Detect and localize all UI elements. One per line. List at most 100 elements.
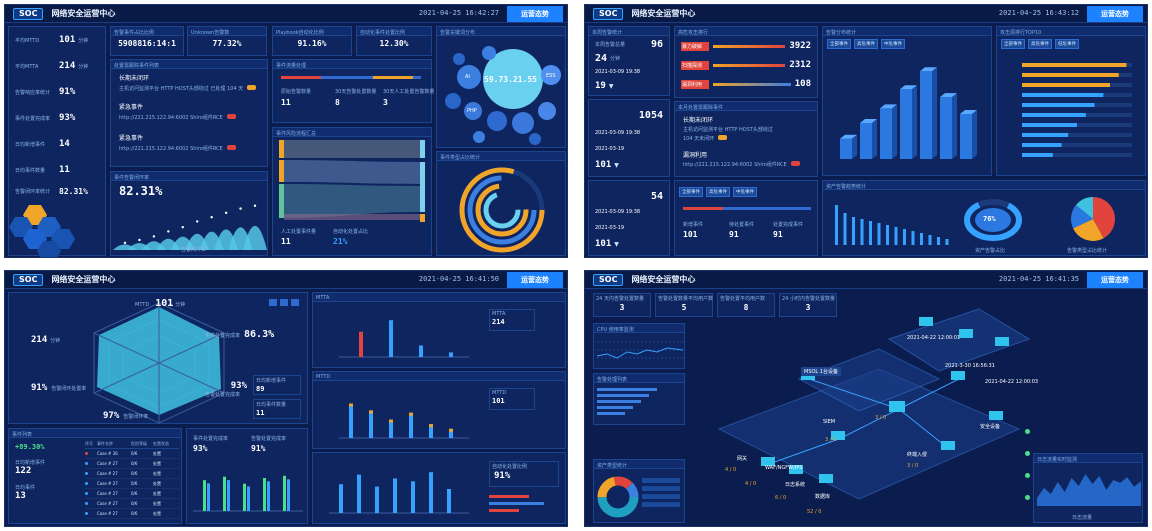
bar3d-side [852,134,857,159]
node-label[interactable]: WAF/NGFW/IPS [765,465,803,471]
ops-status-button[interactable]: 运营态势 [507,6,563,22]
wave-point [123,241,127,245]
top-stats: 24 天内告警处置数量 3 告警处置数量平均用户数 5 告警处置平均用户数 8 24 … [593,293,837,317]
case-id: Case # 27 [97,510,118,516]
automation-bar [357,474,361,513]
bar3d-chart [840,67,977,159]
rank-row[interactable]: 漏洞利用 108 [681,79,811,89]
monthly-alert-panel: 1054 2021-03-09 19:38 2021-03-19 101 ▼ [588,99,670,177]
toggle-button[interactable] [291,299,299,306]
mttd-bar-cap [369,410,373,414]
bar3d-side [972,110,977,159]
automation-bar [339,484,343,513]
metric-daily-count: 日均事件数量 11 [15,165,70,175]
alert-type-pie [1071,197,1115,241]
node-label[interactable]: 数据库 [815,494,831,500]
bar3d-bar [900,89,912,159]
rank-row[interactable]: 暴力破解 3922 [681,41,811,51]
mtta-bar [359,331,363,357]
ops-status-button[interactable]: 运营态势 [1087,272,1143,288]
sankey-chart [279,140,425,222]
status-tag [226,145,236,150]
radar-panel: MTTD 101 分钟 事件处置完成率 86.3% 93% 告警处置完成率 97% 告警闭… [8,292,308,424]
bar3d-side [932,67,937,159]
table-row[interactable]: Case # 27 0/6 处置 [85,469,179,479]
log-traffic-chart [1037,474,1141,506]
soc-logo: SOC [593,7,624,20]
event-item[interactable]: 长期未闭环 主机访问监测平台 HTTP HOST头部绕过 104 天未闭环 [683,117,773,142]
toggle-button[interactable] [269,299,277,306]
table-row[interactable]: Case # 36 0/6 处置 [85,449,179,459]
event-item[interactable]: 紧急事件 http://221.215.122.94:6002 Shiro组件R… [111,96,267,127]
event-item[interactable]: 漏洞利用 http://221.215.122.94:6002 Shiro组件R… [675,146,817,172]
soc-logo: SOC [13,273,44,286]
case-level: 0/6 [131,490,138,496]
completion-bar [263,478,266,511]
node-label[interactable]: 安全设备 [980,424,1001,430]
status-tag [790,161,800,166]
dashboard-panel-operations: SOC 网络安全运营中心 2021-04-25 16:42:27 运营态势 平均… [4,4,568,258]
top-bar: SOC 网络安全运营中心 2021-04-25 16:42:27 运营态势 [5,5,567,23]
node-label[interactable]: SIEM [823,419,836,425]
pipeline-stat: 30天告警处置数量 8 [335,89,377,107]
case-id: Case # 27 [97,490,118,496]
case-status: 处置 [153,480,161,486]
hbar-bar [1022,143,1062,147]
app-title: 网络安全运营中心 [51,275,116,284]
bar3d-top [860,119,877,123]
node-label[interactable]: 网关 [737,456,748,462]
event-tabs-panel: 全部事件 高危事件 中危事件 新增事件 101 待处置事件 91 处置完成事件 91 [674,180,818,256]
ops-status-button[interactable]: 运营态势 [507,272,563,288]
closure-value: 82.31% [119,184,163,198]
mttd-bar-cap [389,419,393,423]
tab-medium[interactable]: 中危事件 [733,187,757,197]
node-label[interactable]: 终端入侵 [907,452,928,458]
clock: 2021-04-25 16:41:35 [998,275,1079,283]
case-status: 处置 [153,500,161,506]
table-row[interactable]: Case # 27 0/6 处置 [85,479,179,489]
pipeline-panel: 事件流量处理 原始告警数量 11 30天告警处置数量 8 30天人工处置告警数量 3 [272,59,435,123]
bubble-chart [445,46,561,145]
wave-point [152,235,156,238]
table-row[interactable]: Case # 27 0/6 处置 [85,489,179,499]
table-row[interactable]: Case # 27 0/6 处置 [85,459,179,469]
wave-point [224,211,228,215]
soc-logo: SOC [593,273,624,286]
mttd-bar [389,419,393,438]
tab-all[interactable]: 全部事件 [679,187,703,197]
trend-panel: 资产告警趋势统计 76% 资产告警占比 告警类型占比统计 [822,180,1146,256]
toggle-button[interactable] [280,299,288,306]
radar-chart [93,302,225,424]
completion-bar [247,486,250,511]
metric-column: 平均MTTD 101 分钟 平均MTTA 214 分钟 告警响应率统计 91% 事件处置完… [8,26,106,257]
dashboard-panel-topology: SOC 网络安全运营中心 2021-04-25 16:41:35 运营态势 24… [584,270,1148,527]
event-item[interactable]: 紧急事件 http://221.215.122.94:6002 Shiro组件R… [111,127,267,158]
table-row[interactable]: Case # 27 0/6 处置 [85,509,179,519]
pipeline-stat: 30天人工处置告警数量 3 [383,89,435,107]
hbar-bar [1022,93,1104,97]
node-label[interactable]: MSOL 1台设备 [801,367,841,376]
side-stat: 日均新增事件 89 [253,375,301,395]
case-id: Case # 27 [97,460,118,466]
bar3d-top [840,134,857,139]
table-row[interactable]: Case # 27 0/6 处置 [85,499,179,509]
rank-row[interactable]: 扫描探测 2312 [681,60,811,70]
ops-status-button[interactable]: 运营态势 [1087,6,1143,22]
bar3d-side [872,119,877,159]
mttd-bar [409,412,413,438]
wave-point [196,220,199,223]
wave-peak [243,225,267,250]
hbar-chart [1022,63,1132,157]
radar-alert-rate: 93% 告警处置完成率 [205,381,247,398]
wave-point [167,230,170,233]
bar3d-bar [920,71,932,159]
radar-event-rate: 事件处置完成率 86.3% [205,329,275,340]
trend-bar [945,239,949,245]
mttd-bar-cap [409,412,413,416]
event-item[interactable]: 长期未闭环 主机访问监测平台 HTTP HOST头部绕过 已处理 104 天 [111,69,267,96]
tab-high[interactable]: 高危事件 [706,187,730,197]
mttd-bar [369,410,373,438]
trend-bar [877,223,881,245]
wave-point [239,207,242,210]
node-label[interactable]: 日志系统 [785,482,806,488]
